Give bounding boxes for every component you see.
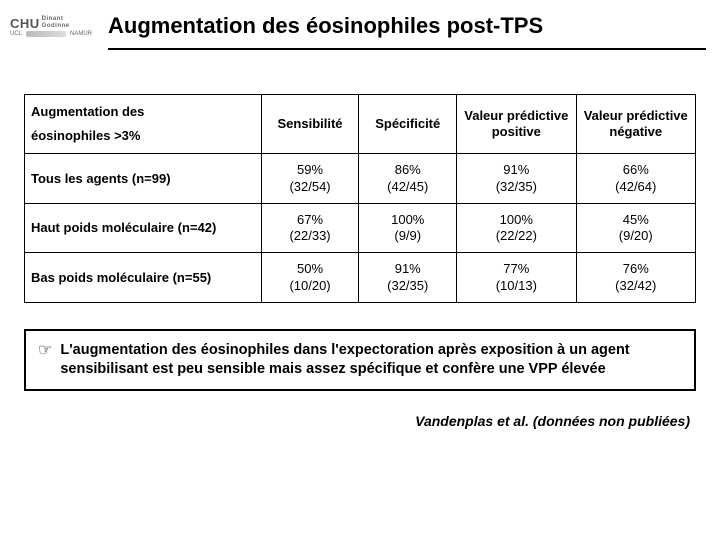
logo-sub2: NAMUR: [70, 31, 92, 37]
header-rowlabel-line1: Augmentation des: [31, 103, 255, 121]
cell-pct: 86%: [365, 162, 450, 178]
data-cell: 86%(42/45): [359, 154, 457, 204]
table-row: Tous les agents (n=99)59%(32/54)86%(42/4…: [25, 154, 696, 204]
logo-brand-sub: Dinant Godinne: [42, 16, 70, 30]
data-cell: 91%(32/35): [457, 154, 576, 204]
logo-wave-icon: [26, 31, 66, 37]
logo-sub1: UCL: [10, 31, 22, 37]
row-label: Tous les agents (n=99): [25, 154, 262, 204]
cell-pct: 45%: [583, 212, 689, 228]
data-cell: 91%(32/35): [359, 253, 457, 303]
col-header-vpn: Valeur prédictive négative: [576, 95, 695, 154]
cell-pct: 66%: [583, 162, 689, 178]
pointing-hand-icon: ☞: [38, 342, 52, 360]
logo: CHUDinant Godinne UCL NAMUR: [10, 8, 98, 44]
cell-frac: (22/33): [268, 228, 353, 244]
cell-frac: (32/35): [365, 278, 450, 294]
cell-frac: (32/35): [463, 179, 569, 195]
cell-frac: (42/45): [365, 179, 450, 195]
cell-pct: 67%: [268, 212, 353, 228]
table-header-row: Augmentation des éosinophiles >3% Sensib…: [25, 95, 696, 154]
note-text: L'augmentation des éosinophiles dans l'e…: [60, 341, 682, 379]
cell-pct: 91%: [365, 261, 450, 277]
row-label: Haut poids moléculaire (n=42): [25, 203, 262, 253]
data-cell: 67%(22/33): [261, 203, 359, 253]
header-rowlabel-line2: éosinophiles >3%: [31, 127, 255, 145]
page-title: Augmentation des éosinophiles post-TPS: [108, 13, 543, 39]
data-cell: 50%(10/20): [261, 253, 359, 303]
cell-frac: (10/13): [463, 278, 569, 294]
cell-frac: (10/20): [268, 278, 353, 294]
data-table: Augmentation des éosinophiles >3% Sensib…: [24, 94, 696, 303]
logo-subline: UCL NAMUR: [10, 31, 92, 37]
cell-pct: 77%: [463, 261, 569, 277]
data-cell: 59%(32/54): [261, 154, 359, 204]
cell-frac: (22/22): [463, 228, 569, 244]
cell-frac: (32/54): [268, 179, 353, 195]
table-row: Bas poids moléculaire (n=55)50%(10/20)91…: [25, 253, 696, 303]
cell-pct: 59%: [268, 162, 353, 178]
row-label: Bas poids moléculaire (n=55): [25, 253, 262, 303]
col-header-specificite: Spécificité: [359, 95, 457, 154]
data-cell: 100%(22/22): [457, 203, 576, 253]
table-corner-header: Augmentation des éosinophiles >3%: [25, 95, 262, 154]
cell-pct: 50%: [268, 261, 353, 277]
cell-frac: (9/20): [583, 228, 689, 244]
col-header-vpp: Valeur prédictive positive: [457, 95, 576, 154]
logo-brand: CHUDinant Godinne: [10, 16, 70, 31]
data-cell: 77%(10/13): [457, 253, 576, 303]
col-header-sensibilite: Sensibilité: [261, 95, 359, 154]
logo-brand-text: CHU: [10, 16, 40, 31]
slide-header: CHUDinant Godinne UCL NAMUR Augmentation…: [0, 0, 720, 46]
cell-pct: 76%: [583, 261, 689, 277]
note-box: ☞ L'augmentation des éosinophiles dans l…: [24, 329, 696, 391]
cell-frac: (9/9): [365, 228, 450, 244]
data-cell: 76%(32/42): [576, 253, 695, 303]
data-cell: 66%(42/64): [576, 154, 695, 204]
cell-pct: 91%: [463, 162, 569, 178]
cell-pct: 100%: [365, 212, 450, 228]
table-row: Haut poids moléculaire (n=42)67%(22/33)1…: [25, 203, 696, 253]
cell-pct: 100%: [463, 212, 569, 228]
data-cell: 45%(9/20): [576, 203, 695, 253]
citation: Vandenplas et al. (données non publiées): [24, 413, 690, 429]
cell-frac: (42/64): [583, 179, 689, 195]
data-cell: 100%(9/9): [359, 203, 457, 253]
cell-frac: (32/42): [583, 278, 689, 294]
content-area: Augmentation des éosinophiles >3% Sensib…: [0, 50, 720, 429]
